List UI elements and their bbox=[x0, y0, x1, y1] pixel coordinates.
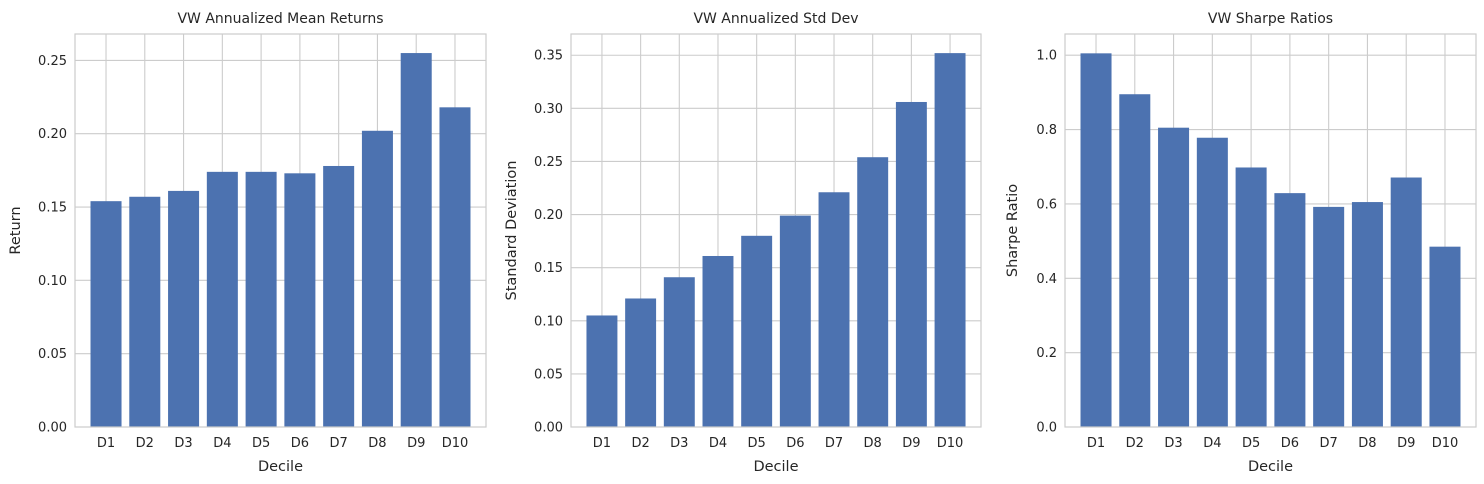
y-tick-label: 0.00 bbox=[38, 421, 67, 436]
y-tick-label: 0.15 bbox=[38, 201, 67, 216]
returns-chart-title: VW Annualized Mean Returns bbox=[177, 11, 383, 27]
sharpe-chart-title: VW Sharpe Ratios bbox=[1208, 11, 1333, 27]
y-axis-label: Sharpe Ratio bbox=[1005, 184, 1021, 277]
x-tick-label: D8 bbox=[1358, 436, 1376, 451]
bar-d7 bbox=[323, 165, 355, 428]
x-axis-label: Decile bbox=[258, 459, 303, 475]
x-tick-label: D6 bbox=[786, 436, 804, 451]
bar-d8 bbox=[1351, 202, 1383, 427]
bar-d10 bbox=[934, 53, 966, 427]
x-tick-label: D10 bbox=[1432, 436, 1459, 451]
bar-d3 bbox=[168, 190, 200, 427]
y-tick-label: 0.25 bbox=[38, 54, 67, 69]
y-tick-label: 0.6 bbox=[1036, 197, 1057, 212]
x-tick-label: D3 bbox=[174, 436, 192, 451]
y-tick-label: 0.2 bbox=[1036, 346, 1057, 361]
x-tick-label: D1 bbox=[1087, 436, 1105, 451]
bar-d8 bbox=[857, 157, 889, 427]
bar-d5 bbox=[245, 171, 277, 427]
bar-d5 bbox=[1235, 167, 1267, 428]
bar-d2 bbox=[129, 196, 161, 427]
bar-d1 bbox=[586, 315, 618, 427]
bar-d6 bbox=[779, 215, 811, 427]
plot-frame bbox=[74, 33, 487, 428]
bar-d4 bbox=[1196, 137, 1228, 428]
plot-frame bbox=[1064, 33, 1477, 428]
bar-d10 bbox=[439, 107, 471, 427]
bar-d7 bbox=[818, 192, 850, 427]
bar-d3 bbox=[1158, 127, 1190, 427]
x-tick-label: D5 bbox=[252, 436, 270, 451]
returns-chart-panel: 0.00 0.05 0.10 0.15 0.20 0.25 D1 D2 D3 D4 D5 D6 D7 D8… bbox=[8, 11, 487, 475]
bar-d7 bbox=[1313, 206, 1345, 427]
std-dev-chart-panel: 0.00 0.05 0.10 0.15 0.20 0.25 0.30 0.35 D1 D2 D3 D4… bbox=[504, 11, 982, 475]
x-tick-label: D4 bbox=[213, 436, 231, 451]
x-tick-label: D2 bbox=[1126, 436, 1144, 451]
x-tick-label: D7 bbox=[1320, 436, 1338, 451]
y-tick-label: 0.15 bbox=[534, 261, 563, 276]
bar-d9 bbox=[400, 53, 432, 427]
x-tick-label: D1 bbox=[97, 436, 115, 451]
bar-d2 bbox=[625, 298, 657, 427]
x-tick-label: D7 bbox=[825, 436, 843, 451]
sharpe-chart-panel: 0.0 0.2 0.4 0.6 0.8 1.0 D1 D2 D3 D4 D5 D6 D7 D8 D9 D10 V… bbox=[1005, 11, 1477, 475]
bar-d9 bbox=[1390, 177, 1422, 427]
y-tick-label: 0.10 bbox=[534, 314, 563, 329]
y-tick-label: 0.8 bbox=[1036, 123, 1057, 138]
bar-d2 bbox=[1119, 94, 1151, 428]
bar-d3 bbox=[663, 277, 695, 427]
std-dev-chart-title: VW Annualized Std Dev bbox=[693, 11, 858, 27]
x-tick-label: D4 bbox=[1203, 436, 1221, 451]
y-axis-label: Standard Deviation bbox=[504, 161, 520, 301]
x-tick-label: D2 bbox=[631, 436, 649, 451]
bar-d4 bbox=[206, 171, 238, 427]
x-tick-label: D6 bbox=[291, 436, 309, 451]
x-tick-label: D1 bbox=[593, 436, 611, 451]
bar-d10 bbox=[1429, 246, 1461, 427]
bar-d6 bbox=[1274, 193, 1306, 427]
y-tick-label: 0.0 bbox=[1036, 421, 1057, 436]
x-tick-label: D5 bbox=[748, 436, 766, 451]
x-tick-label: D10 bbox=[442, 436, 469, 451]
y-tick-label: 0.05 bbox=[38, 347, 67, 362]
x-tick-label: D3 bbox=[1164, 436, 1182, 451]
y-tick-label: 0.30 bbox=[534, 102, 563, 117]
bar-d6 bbox=[284, 173, 316, 427]
y-tick-label: 0.20 bbox=[534, 208, 563, 223]
bar-d8 bbox=[361, 130, 393, 428]
x-tick-label: D10 bbox=[937, 436, 964, 451]
x-tick-label: D3 bbox=[670, 436, 688, 451]
x-tick-label: D8 bbox=[864, 436, 882, 451]
x-tick-label: D9 bbox=[902, 436, 920, 451]
y-tick-label: 0.4 bbox=[1036, 272, 1057, 287]
x-tick-label: D2 bbox=[136, 436, 154, 451]
y-tick-label: 0.05 bbox=[534, 367, 563, 382]
y-tick-label: 1.0 bbox=[1036, 49, 1057, 64]
y-tick-label: 0.35 bbox=[534, 49, 563, 64]
y-tick-label: 0.10 bbox=[38, 274, 67, 289]
y-tick-label: 0.25 bbox=[534, 155, 563, 170]
bar-d1 bbox=[1080, 53, 1112, 428]
x-axis-label: Decile bbox=[1248, 459, 1293, 475]
x-tick-label: D4 bbox=[709, 436, 727, 451]
x-tick-label: D8 bbox=[368, 436, 386, 451]
x-tick-label: D5 bbox=[1242, 436, 1260, 451]
bar-d9 bbox=[895, 101, 927, 427]
plot-frame bbox=[570, 33, 982, 428]
y-tick-label: 0.20 bbox=[38, 127, 67, 142]
y-axis-label: Return bbox=[8, 206, 24, 254]
bar-d4 bbox=[702, 255, 734, 427]
x-tick-label: D6 bbox=[1281, 436, 1299, 451]
x-tick-label: D9 bbox=[407, 436, 425, 451]
x-tick-label: D9 bbox=[1397, 436, 1415, 451]
y-tick-label: 0.00 bbox=[534, 421, 563, 436]
x-tick-label: D7 bbox=[330, 436, 348, 451]
bar-d1 bbox=[90, 201, 122, 427]
bar-d5 bbox=[741, 235, 773, 427]
x-axis-label: Decile bbox=[753, 459, 798, 475]
